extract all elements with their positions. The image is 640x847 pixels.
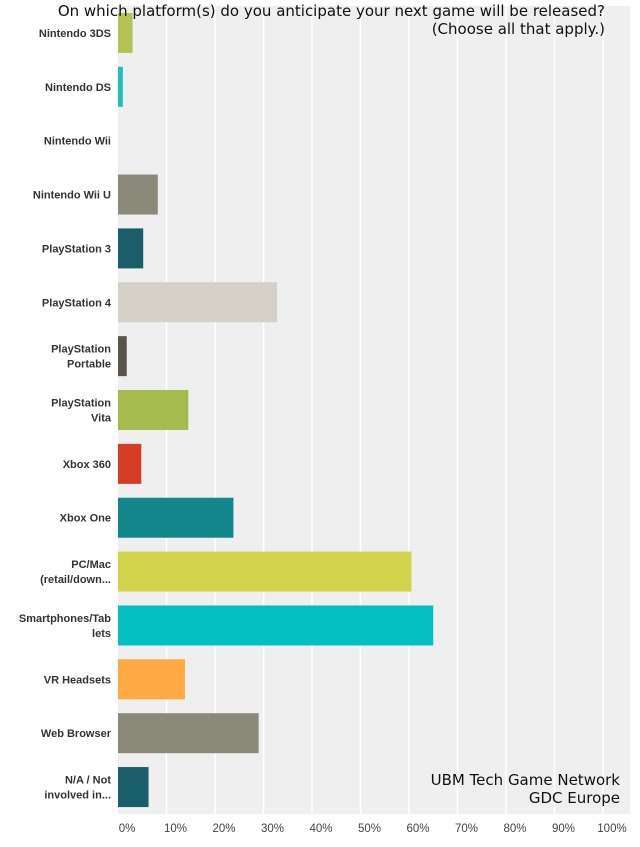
x-tick-label: 40% (309, 823, 332, 835)
category-label: Xbox One (60, 513, 111, 525)
x-tick-label: 50% (358, 823, 381, 835)
category-label: PlayStation 3 (42, 243, 111, 255)
category-label-line: PlayStation 3 (42, 243, 111, 255)
bar-playstation-portable (118, 336, 127, 377)
bar-pc-mac-retail-down (118, 551, 412, 592)
category-label: Nintendo DS (45, 82, 111, 94)
bar-playstation-4 (118, 282, 278, 323)
chart-subtitle: (Choose all that apply.) (432, 20, 605, 38)
bar-nintendo-3ds (118, 12, 133, 53)
category-label-line: PlayStation (51, 344, 111, 356)
bars (118, 12, 434, 808)
x-tick-label: 20% (212, 823, 235, 835)
category-label-line: Nintendo Wii (44, 136, 111, 148)
category-label-line: PC/Mac (71, 559, 111, 571)
chart-title: On which platform(s) do you anticipate y… (58, 2, 605, 20)
category-label-line: lets (92, 628, 111, 640)
category-label-line: Web Browser (41, 728, 112, 740)
category-label: Web Browser (41, 728, 112, 740)
category-label-line: Nintendo DS (45, 82, 111, 94)
category-label-line: Vita (91, 413, 112, 425)
category-label-line: involved in... (44, 790, 111, 802)
category-label: Smartphones/Tab lets (19, 613, 111, 640)
x-tick-label: 100% (597, 823, 626, 835)
bar-smartphones-tab-lets (118, 605, 434, 646)
category-label-line: Portable (67, 359, 111, 371)
category-label: Nintendo 3DS (39, 28, 111, 40)
category-label-line: PlayStation 4 (42, 297, 112, 309)
x-tick-label: 0% (119, 823, 136, 835)
bar-nintendo-ds (118, 66, 123, 107)
category-label: Nintendo Wii (44, 136, 111, 148)
gridlines (165, 6, 604, 814)
category-label: Nintendo Wii U (33, 190, 111, 202)
x-tick-label: 70% (455, 823, 478, 835)
bar-vr-headsets (118, 659, 185, 700)
category-labels: Nintendo 3DS Nintendo DS Nintendo Wii Ninte… (19, 28, 112, 802)
plot-background (118, 6, 630, 814)
x-tick-label: 30% (261, 823, 284, 835)
category-label: PlayStation 4 (42, 297, 112, 309)
x-tick-label: 90% (552, 823, 575, 835)
category-label: PC/Mac (retail/down... (40, 559, 111, 586)
category-label-line: Xbox 360 (63, 459, 111, 471)
source-line-2: GDC Europe (529, 789, 620, 807)
category-label: PlayStation Vita (51, 398, 112, 425)
category-label: N/A / Not involved in... (44, 775, 111, 802)
category-label: PlayStation Portable (51, 344, 111, 371)
bar-nintendo-wii-u (118, 174, 158, 215)
source-line-1: UBM Tech Game Network (431, 771, 621, 789)
bar-web-browser (118, 713, 259, 754)
category-label-line: (retail/down... (40, 574, 111, 586)
x-tick-label: 80% (503, 823, 526, 835)
category-label: Xbox 360 (63, 459, 111, 471)
category-label-line: PlayStation (51, 398, 111, 410)
x-tick-label: 10% (164, 823, 187, 835)
x-tick-label: 60% (406, 823, 429, 835)
category-label: VR Headsets (44, 674, 111, 686)
bar-playstation-vita (118, 390, 189, 430)
bar-playstation-3 (118, 228, 144, 269)
bar-xbox-one (118, 497, 234, 538)
category-label-line: Nintendo Wii U (33, 190, 111, 202)
category-label-line: N/A / Not (65, 775, 111, 787)
category-label-line: Nintendo 3DS (39, 28, 111, 40)
bar-xbox-360 (118, 443, 142, 484)
category-label-line: Xbox One (60, 513, 111, 525)
x-axis-ticks: 0% 10% 20% 30% 40% 50% 60% 70% 80% 90% 100% (119, 823, 627, 835)
category-label-line: Smartphones/Tab (19, 613, 111, 625)
category-label-line: VR Headsets (44, 674, 111, 686)
bar-n-a-not-involved-in (118, 767, 149, 808)
